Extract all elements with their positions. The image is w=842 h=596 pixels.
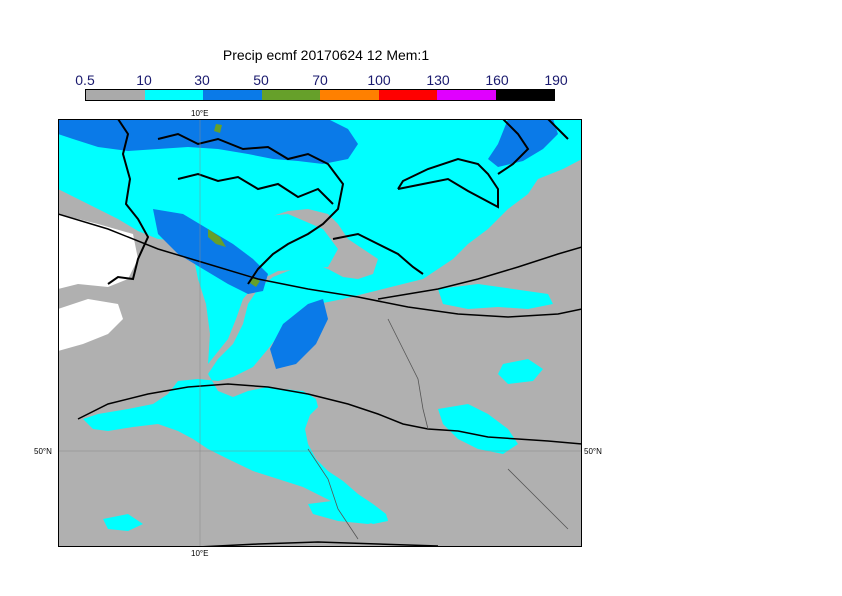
legend-label-2: 30 (194, 72, 210, 88)
lon-label-bottom: 10°E (191, 549, 209, 558)
legend-label-4: 70 (312, 72, 328, 88)
map-frame (58, 119, 582, 547)
precip-30-50-south (270, 299, 328, 369)
precip-50-70-patch (208, 229, 226, 247)
precip-10-30-east (438, 284, 553, 309)
precip-10-30-east-2 (498, 359, 543, 384)
legend-label-5: 100 (367, 72, 391, 88)
precipitation-map (58, 119, 582, 547)
border-line-4 (197, 541, 439, 547)
legend-label-1: 10 (136, 72, 152, 88)
lat-label-left: 50°N (34, 447, 52, 456)
legend-swatch-0 (86, 90, 145, 100)
legend-swatch-6 (437, 90, 496, 100)
legend-label-7: 160 (485, 72, 509, 88)
legend-label-3: 50 (253, 72, 269, 88)
lon-label-top: 10°E (191, 109, 209, 118)
legend-swatch-7 (495, 90, 554, 100)
border-line-thin (307, 318, 569, 540)
border-line-2 (377, 246, 582, 300)
sea-west-coast (58, 299, 123, 351)
legend-swatch-5 (378, 90, 437, 100)
precip-50-70-patch-3 (214, 124, 222, 133)
legend-color-bar (85, 89, 555, 101)
coastline-northeast (497, 119, 569, 175)
legend-label-0: 0.5 (75, 72, 95, 88)
lat-label-right: 50°N (584, 447, 602, 456)
precip-10-30-south-2 (308, 499, 388, 524)
chart-title: Precip ecmf 20170624 12 Mem:1 (222, 47, 430, 63)
legend-label-6: 130 (426, 72, 450, 88)
legend-swatch-4 (320, 90, 379, 100)
precip-50-70-patch-2 (250, 277, 260, 287)
legend-swatch-3 (261, 90, 320, 100)
precip-10-30-south (438, 404, 518, 454)
precip-10-30-south-3 (103, 514, 143, 531)
coastline-north (107, 119, 345, 285)
legend-swatch-2 (203, 90, 262, 100)
legend-label-8: 190 (544, 72, 568, 88)
border-line-3 (77, 383, 582, 445)
legend-swatch-1 (144, 90, 203, 100)
border-line (58, 213, 582, 318)
coastline-east (332, 157, 499, 275)
